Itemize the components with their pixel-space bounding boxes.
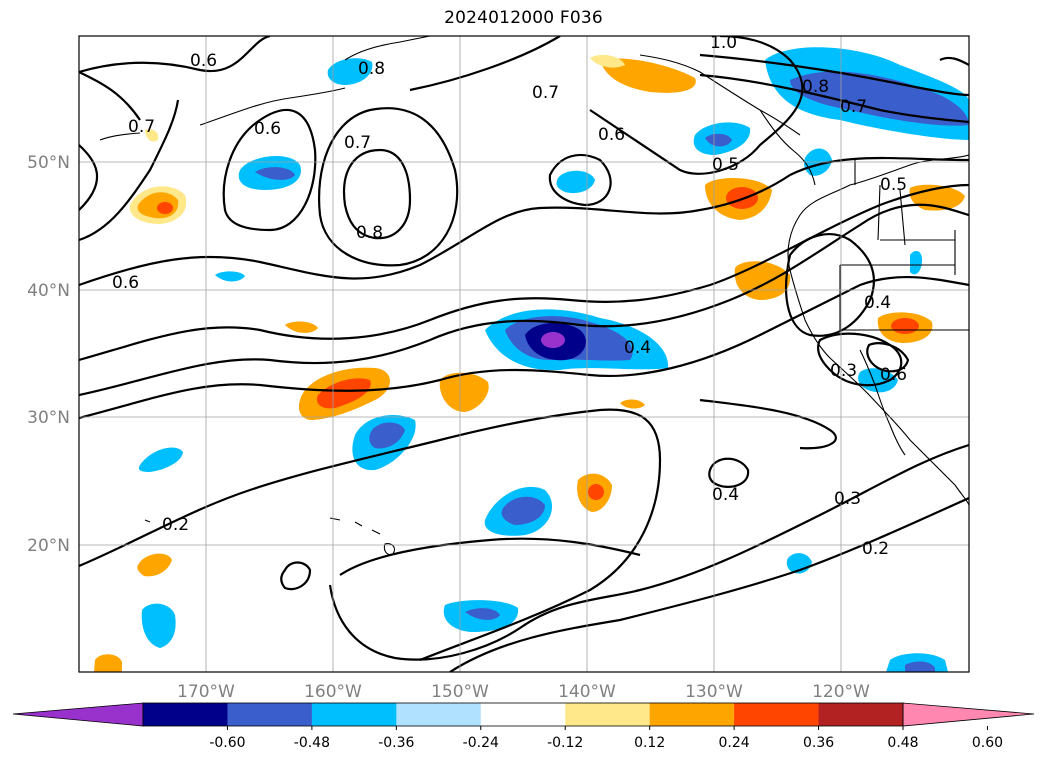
graticule bbox=[79, 36, 969, 672]
lon-label: 150°W bbox=[431, 682, 489, 702]
colorbar-cell bbox=[480, 703, 566, 726]
contour-label: 0.6 bbox=[112, 273, 139, 293]
contour-label: 0.7 bbox=[840, 97, 867, 117]
colorbar-cell bbox=[311, 703, 397, 726]
contour-label: 0.8 bbox=[358, 59, 385, 79]
lat-label: 40°N bbox=[27, 281, 70, 301]
colorbar-tick-label: -0.12 bbox=[547, 735, 583, 751]
colorbar-tick-label: -0.36 bbox=[378, 735, 414, 751]
contour-label: 0.6 bbox=[254, 119, 281, 139]
contour-label: 0.6 bbox=[880, 365, 907, 385]
contour-label: 0.3 bbox=[830, 361, 857, 381]
colorbar-cell bbox=[396, 703, 482, 726]
neg-anomaly-gulf-alaska-core bbox=[790, 71, 969, 126]
contour-label: 0.5 bbox=[712, 155, 739, 175]
colorbar-cell bbox=[227, 703, 313, 726]
colorbar-tick-label: -0.60 bbox=[209, 735, 245, 751]
colorbar-frame bbox=[142, 702, 904, 727]
contour-label: 0.4 bbox=[712, 485, 739, 505]
contour-label: 0.3 bbox=[834, 489, 861, 509]
map-frame bbox=[78, 35, 970, 673]
colorbar-cell bbox=[649, 703, 735, 726]
map-title: 2024012000 F036 bbox=[444, 8, 603, 28]
colorbar-tick-label: 0.48 bbox=[887, 735, 918, 751]
colorbar-tick-label: -0.24 bbox=[463, 735, 499, 751]
longitude-labels: 170°W 160°W 150°W 140°W 130°W 120°W bbox=[177, 682, 870, 702]
lon-label: 160°W bbox=[304, 682, 362, 702]
lat-label: 30°N bbox=[27, 408, 70, 428]
contour-label: 0.8 bbox=[802, 77, 829, 97]
contour-label: 0.4 bbox=[624, 338, 651, 358]
contour-label: 0.2 bbox=[862, 539, 889, 559]
coastlines bbox=[99, 36, 969, 556]
contour-lines bbox=[79, 36, 969, 672]
colorbar-cell bbox=[143, 703, 228, 726]
lat-label: 50°N bbox=[27, 153, 70, 173]
colorbar-tick-label: 0.36 bbox=[803, 735, 834, 751]
colorbar: -0.60 -0.48 -0.36 -0.24 -0.12 0.12 0.24 0.36 0.4… bbox=[12, 702, 1035, 751]
contour-label: 0.8 bbox=[356, 223, 383, 243]
colorbar-tick-label: -0.48 bbox=[294, 735, 330, 751]
latitude-labels: 50°N 40°N 30°N 20°N bbox=[27, 153, 70, 556]
map-plot-area: 0.6 0.7 0.8 0.7 0.6 0.7 0.8 0.6 0.8 0.7 … bbox=[79, 33, 969, 672]
colorbar-cell bbox=[818, 703, 904, 726]
colorbar-cell bbox=[565, 703, 651, 726]
contour-label: 0.7 bbox=[344, 133, 371, 153]
contour-label: 0.2 bbox=[162, 515, 189, 535]
lat-label: 20°N bbox=[27, 536, 70, 556]
contour-label: 0.6 bbox=[598, 125, 625, 145]
lon-label: 120°W bbox=[812, 682, 870, 702]
contour-label: 0.4 bbox=[864, 293, 891, 313]
colorbar-tick-label: 0.12 bbox=[634, 735, 665, 751]
lon-label: 170°W bbox=[177, 682, 235, 702]
lon-label: 140°W bbox=[558, 682, 616, 702]
contour-label-group: 0.6 0.7 0.8 0.7 0.6 0.7 0.8 0.6 0.8 0.7 … bbox=[112, 33, 907, 559]
contour-label: 0.7 bbox=[128, 117, 155, 137]
contour-label: 0.7 bbox=[532, 83, 559, 103]
contour-label: 0.5 bbox=[880, 175, 907, 195]
colorbar-extend-right bbox=[902, 702, 1035, 727]
contour-label: 1.0 bbox=[710, 33, 737, 53]
colorbar-extend-left bbox=[12, 702, 144, 727]
colorbar-cell bbox=[734, 703, 820, 726]
lon-label: 130°W bbox=[685, 682, 743, 702]
colorbar-tick-label: 0.60 bbox=[972, 735, 1003, 751]
contour-label: 0.6 bbox=[190, 51, 217, 71]
colorbar-tick-label: 0.24 bbox=[719, 735, 750, 751]
